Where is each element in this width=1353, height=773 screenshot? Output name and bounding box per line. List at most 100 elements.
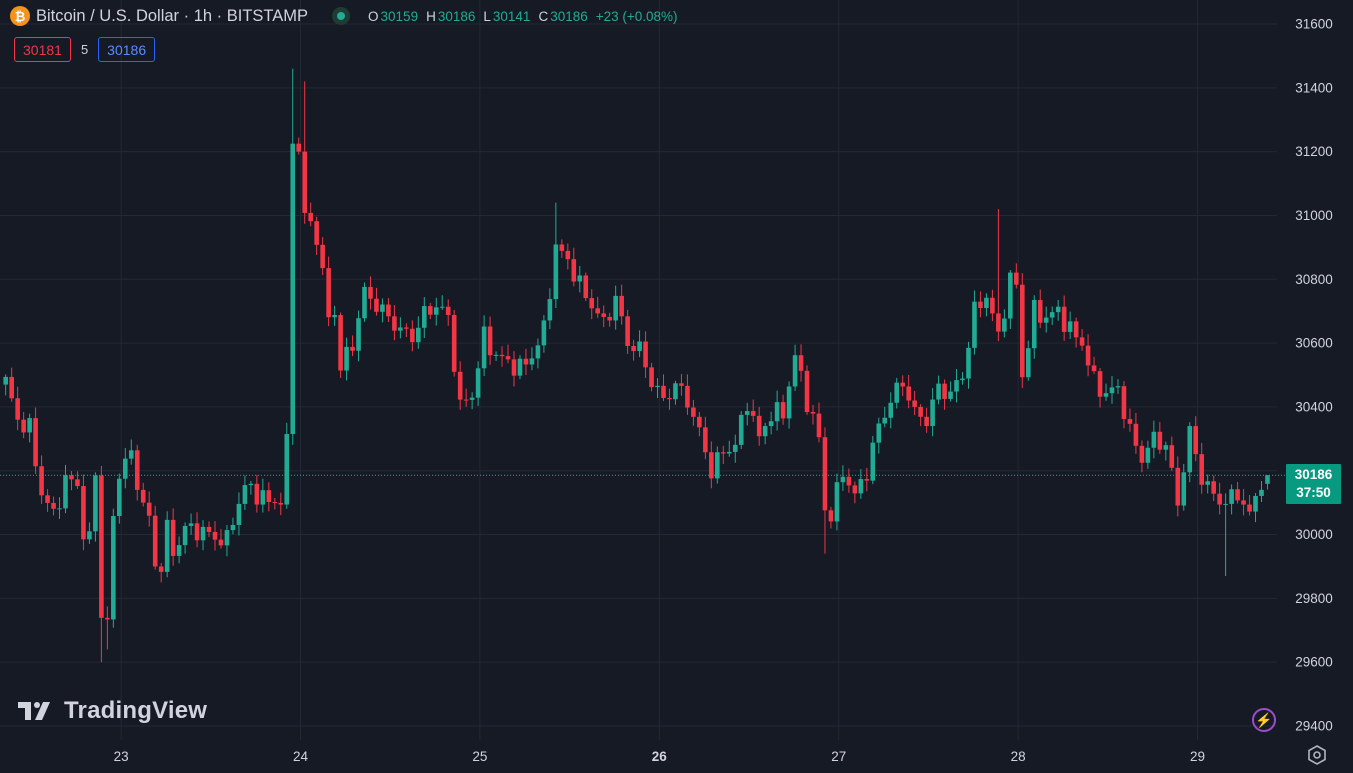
candle-body: [81, 486, 86, 540]
candle-body: [296, 143, 302, 152]
candle-body: [828, 510, 834, 522]
candle-body: [99, 475, 104, 618]
candle-body: [284, 434, 290, 505]
candle-body: [374, 298, 379, 312]
candle-body: [21, 419, 26, 433]
candle-body: [601, 313, 606, 317]
symbol-title[interactable]: Bitcoin / U.S. Dollar · 1h · BITSTAMP: [36, 6, 309, 25]
candle-body: [51, 502, 56, 509]
candle-body: [1175, 467, 1181, 506]
buy-button[interactable]: 30186: [98, 37, 156, 62]
candle-body: [726, 451, 732, 454]
candle-body: [302, 151, 307, 213]
candle-body: [1002, 318, 1007, 332]
candle-body: [906, 386, 911, 401]
candle-body: [392, 316, 397, 331]
y-tick-label: 30800: [1295, 272, 1333, 287]
candle-body: [685, 385, 690, 408]
candle-body: [248, 483, 254, 486]
y-tick-label: 30000: [1295, 527, 1333, 542]
sell-button[interactable]: 30181: [14, 37, 71, 62]
close-value: 30186: [550, 8, 588, 24]
candle-body: [565, 250, 571, 260]
candle-body: [1229, 489, 1234, 504]
candle-body: [320, 244, 325, 269]
gear-icon[interactable]: [1306, 744, 1328, 766]
bolt-icon[interactable]: ⚡: [1252, 708, 1276, 732]
candle-body: [870, 442, 876, 481]
candle-body: [266, 490, 272, 502]
candle-body: [1073, 321, 1079, 338]
candle-body: [290, 143, 296, 435]
candle-body: [535, 345, 541, 359]
candle-body: [87, 531, 92, 540]
market-open-dot-icon[interactable]: [332, 7, 351, 25]
candle-body: [218, 539, 224, 546]
order-panel: 30181 5 30186: [14, 37, 156, 62]
candle-body: [1253, 495, 1258, 512]
y-tick-label: 30600: [1295, 336, 1333, 351]
candle-body: [882, 417, 888, 424]
candle-body: [224, 530, 230, 546]
candle-body: [1181, 472, 1187, 506]
candle-body: [732, 444, 738, 452]
candle-body: [529, 358, 535, 365]
candle-body: [721, 452, 726, 454]
candle-body: [451, 315, 457, 372]
candle-body: [1193, 426, 1199, 455]
candle-body: [1049, 312, 1055, 318]
tradingview-logo-text: TradingView: [64, 697, 208, 724]
candle-body: [212, 531, 218, 540]
candle-body: [505, 356, 511, 360]
candle-body: [493, 354, 499, 356]
candle-body: [152, 515, 158, 567]
candle-body: [619, 295, 624, 317]
candle-body: [954, 380, 959, 392]
candle-body: [1139, 445, 1145, 463]
ohlc-readout: O 30159 H 30186 L 30141 C 30186 +23 (+0.08%): [368, 9, 678, 24]
candle-body: [679, 383, 684, 386]
candle-body: [140, 489, 146, 503]
candle-body: [756, 415, 762, 437]
candle-body: [703, 427, 708, 453]
candle-body: [774, 402, 780, 422]
candle-body: [643, 341, 648, 368]
candle-body: [996, 313, 1001, 332]
candle-body: [822, 437, 828, 511]
candle-body: [511, 359, 517, 376]
candle-body: [978, 301, 983, 308]
candle-body: [1211, 481, 1216, 494]
candle-body: [188, 523, 194, 526]
candle-body: [984, 297, 989, 308]
candle-body: [786, 386, 792, 419]
candle-body: [105, 617, 110, 620]
candle-body: [942, 383, 947, 399]
candle-body: [804, 370, 810, 413]
candle-body: [236, 503, 242, 525]
candle-body: [481, 326, 487, 369]
candle-body: [607, 316, 612, 321]
candle-body: [1008, 272, 1013, 319]
candle-body: [1043, 317, 1049, 323]
candle-body: [380, 304, 385, 312]
candle-body: [918, 406, 923, 417]
candle-body: [410, 328, 415, 343]
candle-body: [1133, 423, 1139, 446]
candle-body: [744, 411, 750, 415]
candle-body: [254, 483, 260, 505]
candle-body: [445, 306, 451, 316]
candle-body: [852, 485, 858, 494]
y-tick-label: 31200: [1295, 144, 1333, 159]
candle-body: [547, 299, 553, 321]
candle-body: [404, 327, 409, 329]
candle-body: [625, 316, 630, 346]
candle-body: [260, 490, 266, 505]
candle-body: [1097, 371, 1103, 397]
candle-body: [876, 423, 882, 443]
candle-body: [123, 458, 128, 479]
candle-body: [1109, 387, 1115, 394]
candle-body: [1085, 345, 1091, 366]
tradingview-logo[interactable]: TradingView: [18, 697, 207, 725]
open-value: 30159: [380, 8, 419, 24]
